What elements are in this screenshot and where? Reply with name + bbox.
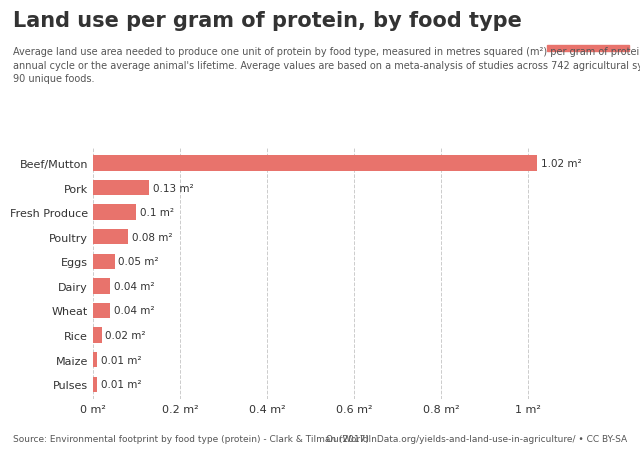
Bar bbox=[93, 230, 127, 245]
Text: 0.01 m²: 0.01 m² bbox=[101, 355, 141, 365]
Text: Land use per gram of protein, by food type: Land use per gram of protein, by food ty… bbox=[13, 11, 522, 31]
Bar bbox=[93, 205, 136, 220]
Text: OurWorldInData.org/yields-and-land-use-in-agriculture/ • CC BY-SA: OurWorldInData.org/yields-and-land-use-i… bbox=[326, 434, 627, 443]
Text: Average land use area needed to produce one unit of protein by food type, measur: Average land use area needed to produce … bbox=[13, 47, 640, 84]
Bar bbox=[547, 46, 629, 52]
Text: 0.08 m²: 0.08 m² bbox=[132, 232, 172, 242]
Bar bbox=[93, 156, 537, 171]
Bar bbox=[93, 279, 110, 294]
Text: in Data: in Data bbox=[568, 30, 608, 40]
Text: 0.04 m²: 0.04 m² bbox=[114, 306, 155, 316]
Text: 0.13 m²: 0.13 m² bbox=[154, 183, 194, 193]
Text: 0.02 m²: 0.02 m² bbox=[106, 330, 146, 341]
Text: 0.04 m²: 0.04 m² bbox=[114, 281, 155, 291]
Text: Our World: Our World bbox=[560, 17, 616, 27]
Text: 0.1 m²: 0.1 m² bbox=[140, 207, 174, 218]
Bar bbox=[93, 377, 97, 392]
Text: 1.02 m²: 1.02 m² bbox=[541, 159, 582, 169]
Bar bbox=[93, 328, 102, 343]
Bar bbox=[93, 254, 115, 269]
Text: 0.01 m²: 0.01 m² bbox=[101, 379, 141, 389]
Bar bbox=[93, 180, 149, 196]
Text: Source: Environmental footprint by food type (protein) - Clark & Tilman (2017): Source: Environmental footprint by food … bbox=[13, 434, 369, 443]
Text: 0.05 m²: 0.05 m² bbox=[118, 257, 159, 267]
Bar bbox=[93, 352, 97, 368]
Bar bbox=[93, 303, 110, 318]
